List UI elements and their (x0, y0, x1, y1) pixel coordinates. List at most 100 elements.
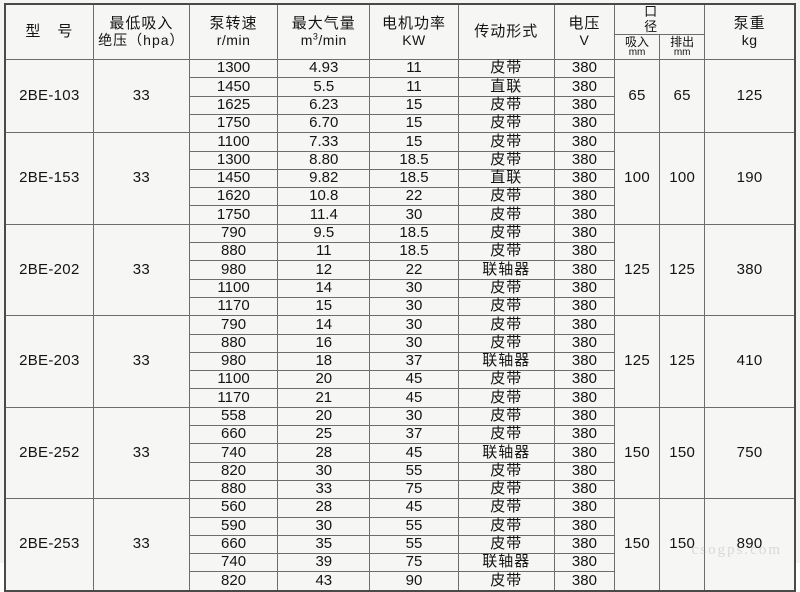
column-header-bore-suction: 吸入 mm (613, 34, 661, 61)
cell-motor-power: 15 (369, 95, 459, 115)
cell-max-air-volume: 25 (277, 425, 371, 445)
cell-max-air-volume: 30 (277, 516, 371, 536)
cell-bore-suction: 150 (613, 406, 661, 500)
cell-model: 2BE-252 (4, 406, 94, 500)
cell-pump-speed: 740 (188, 443, 279, 463)
cell-pump-speed: 1100 (188, 278, 279, 298)
cell-model: 2BE-202 (4, 223, 94, 317)
cell-drive-type: 皮带 (457, 388, 555, 408)
cell-pump-speed: 1625 (188, 95, 279, 115)
cell-max-air-volume: 10.8 (277, 187, 371, 207)
cell-motor-power: 30 (369, 333, 459, 353)
cell-motor-power: 22 (369, 260, 459, 280)
cell-drive-type: 皮带 (457, 315, 555, 335)
cell-pump-weight: 125 (704, 59, 796, 134)
table-row: 880 33 75 皮带 380 (5, 479, 795, 500)
cell-pump-speed: 558 (188, 406, 279, 427)
cell-drive-type: 皮带 (457, 223, 555, 244)
cell-min-suction-pressure: 33 (92, 498, 190, 592)
cell-pump-weight: 380 (704, 223, 796, 317)
cell-bore-discharge: 65 (659, 59, 706, 134)
cell-voltage: 380 (553, 205, 615, 225)
cell-max-air-volume: 6.70 (277, 113, 371, 134)
cell-motor-power: 15 (369, 132, 459, 152)
cell-bore-discharge: 125 (659, 223, 706, 317)
cell-voltage: 380 (553, 425, 615, 445)
cell-drive-type: 皮带 (457, 278, 555, 298)
cell-drive-type: 皮带 (457, 205, 555, 225)
cell-min-suction-pressure: 33 (92, 406, 190, 500)
cell-motor-power: 45 (369, 443, 459, 463)
cell-voltage: 380 (553, 479, 615, 500)
cell-max-air-volume: 11.4 (277, 205, 371, 225)
cell-drive-type: 皮带 (457, 333, 555, 353)
cell-max-air-volume: 14 (277, 278, 371, 298)
table-row: 1300 8.80 18.5 皮带 380 (5, 150, 795, 170)
cell-bore-suction: 125 (613, 315, 661, 408)
cell-max-air-volume: 14 (277, 315, 371, 335)
cell-drive-type: 皮带 (457, 498, 555, 518)
cell-bore-discharge: 100 (659, 132, 706, 225)
cell-motor-power: 11 (369, 59, 459, 79)
cell-bore-suction: 125 (613, 223, 661, 317)
cell-max-air-volume: 28 (277, 443, 371, 463)
column-header-bore-discharge: 排出 mm (659, 34, 706, 61)
cell-drive-type: 皮带 (457, 296, 555, 317)
cell-pump-speed: 880 (188, 242, 279, 262)
cell-pump-speed: 880 (188, 479, 279, 500)
table-row: 1625 6.23 15 皮带 380 (5, 95, 795, 115)
cell-pump-speed: 980 (188, 260, 279, 280)
cell-voltage: 380 (553, 498, 615, 518)
cell-drive-type: 皮带 (457, 406, 555, 427)
cell-pump-weight: 750 (704, 406, 796, 500)
cell-bore-suction: 100 (613, 132, 661, 225)
cell-pump-speed: 660 (188, 534, 279, 555)
cell-motor-power: 30 (369, 406, 459, 427)
table-row: 660 35 55 皮带 380 (5, 534, 795, 555)
cell-motor-power: 55 (369, 534, 459, 555)
cell-voltage: 380 (553, 278, 615, 298)
table-row: 2BE-153 33 1100 7.33 15 皮带 380 100 100 190 (4, 132, 796, 225)
cell-pump-speed: 590 (188, 516, 279, 536)
cell-motor-power: 37 (369, 351, 459, 372)
cell-pump-weight: 890 (704, 498, 796, 592)
table-header: 型 号 最低吸入 绝压（hpa） 泵转速 r/min 最大气量 m3/min 电… (4, 3, 796, 61)
cell-pump-speed: 1170 (188, 296, 279, 317)
cell-voltage: 380 (553, 168, 615, 189)
cell-max-air-volume: 15 (277, 296, 371, 317)
cell-motor-power: 75 (369, 479, 459, 500)
cell-pump-weight: 190 (704, 132, 796, 225)
cell-max-air-volume: 9.82 (277, 168, 371, 189)
cell-voltage: 380 (553, 370, 615, 390)
table-row: 880 11 18.5 皮带 380 (5, 242, 795, 262)
table-row: 1450 9.82 18.5 直联 380 (5, 168, 795, 189)
column-header-motor-power: 电机功率 KW (369, 3, 459, 61)
cell-pump-speed: 1450 (188, 168, 279, 189)
cell-motor-power: 18.5 (369, 223, 459, 244)
cell-drive-type: 皮带 (457, 150, 555, 170)
column-header-pump-speed: 泵转速 r/min (188, 3, 279, 61)
cell-model: 2BE-153 (4, 132, 94, 225)
cell-pump-speed: 1450 (188, 77, 279, 97)
cell-motor-power: 22 (369, 187, 459, 207)
table-row: 1170 21 45 皮带 380 (5, 388, 795, 408)
cell-max-air-volume: 18 (277, 351, 371, 372)
column-header-bore: 口 径 (613, 3, 706, 36)
cell-voltage: 380 (553, 296, 615, 317)
column-header-max-air-volume: 最大气量 m3/min (277, 3, 371, 61)
cell-max-air-volume: 5.5 (277, 77, 371, 97)
cell-drive-type: 联轴器 (457, 351, 555, 372)
cell-max-air-volume: 33 (277, 479, 371, 500)
cell-max-air-volume: 12 (277, 260, 371, 280)
table-row: 2BE-252 33 558 20 30 皮带 380 150 150 750 (4, 406, 796, 500)
cell-min-suction-pressure: 33 (92, 315, 190, 408)
cell-drive-type: 皮带 (457, 187, 555, 207)
column-header-drive-type: 传动形式 (457, 3, 555, 61)
cell-model: 2BE-103 (4, 59, 94, 134)
table-row: 1750 11.4 30 皮带 380 (5, 205, 795, 225)
cell-motor-power: 11 (369, 77, 459, 97)
cell-motor-power: 55 (369, 516, 459, 536)
cell-model: 2BE-253 (4, 498, 94, 592)
cell-pump-speed: 560 (188, 498, 279, 518)
cell-drive-type: 直联 (457, 77, 555, 97)
